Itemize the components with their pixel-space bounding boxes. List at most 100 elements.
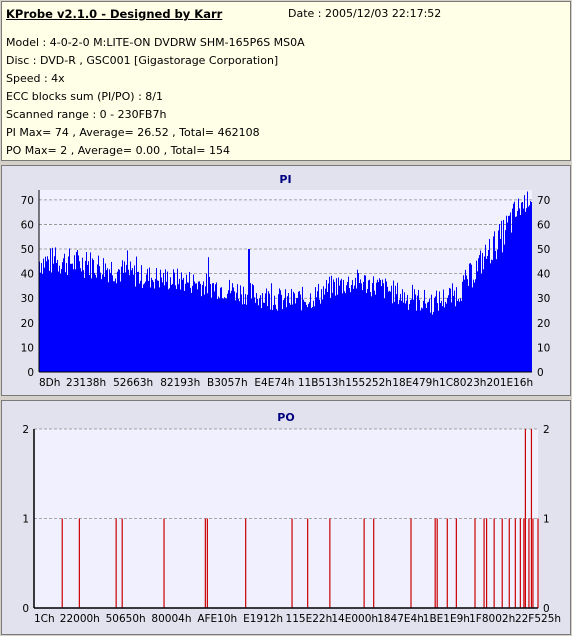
pi-bar — [239, 301, 240, 372]
pi-bar — [530, 201, 531, 372]
pi-bar — [154, 288, 155, 372]
pi-bar — [289, 303, 290, 372]
pi-bar — [420, 310, 421, 372]
pi-bar — [136, 256, 137, 372]
pi-bar — [57, 259, 58, 372]
pi-bar — [493, 236, 494, 372]
pi-bar — [46, 261, 47, 372]
pi-bar — [245, 294, 246, 372]
pi-bar — [449, 287, 450, 372]
pi-bar — [372, 282, 373, 372]
pi-bar — [476, 260, 477, 372]
pi-bar — [514, 201, 515, 372]
pi-bar — [393, 280, 394, 372]
pi-bar — [59, 265, 60, 372]
pi-bar — [220, 287, 221, 372]
pi-bar — [459, 301, 460, 372]
pi-bar — [325, 288, 326, 372]
pi-bar — [70, 263, 71, 372]
pi-bar — [193, 274, 194, 372]
pi-bar — [119, 269, 120, 372]
pi-bar — [297, 297, 298, 372]
pi-bar — [419, 299, 420, 372]
pi-bar — [334, 281, 335, 372]
pi-bar — [60, 273, 61, 372]
pi-bar — [321, 289, 322, 372]
pi-bar — [332, 292, 333, 372]
pi-bar — [87, 264, 88, 372]
y-tick-label-left: 40 — [21, 269, 34, 281]
pi-bar — [152, 279, 153, 372]
pi-bar — [51, 272, 52, 372]
pi-bar — [296, 298, 297, 372]
pi-bar — [315, 287, 316, 372]
pi-bar — [407, 294, 408, 372]
pi-bar — [410, 300, 411, 372]
pi-bar — [313, 300, 314, 372]
pi-bar — [358, 273, 359, 372]
pi-bar — [343, 279, 344, 372]
pi-bar — [377, 279, 378, 372]
pi-bar — [404, 292, 405, 372]
pi-bar — [115, 278, 116, 372]
pi-bar — [99, 266, 100, 372]
pi-bar — [173, 269, 174, 372]
pi-bar — [103, 258, 104, 372]
pi-bar — [181, 272, 182, 372]
ecc-line: ECC blocks sum (PI/PO) : 8/1 — [6, 90, 163, 103]
pi-bar — [402, 289, 403, 372]
y-tick-label-left: 10 — [21, 342, 34, 354]
pi-bar — [196, 283, 197, 372]
pi-bar — [468, 285, 469, 372]
pi-bar — [300, 294, 301, 372]
pi-bar — [126, 264, 127, 372]
pi-bar — [143, 284, 144, 372]
y-tick-label-left: 20 — [21, 318, 34, 330]
pi-bar — [346, 285, 347, 372]
pi-bar — [93, 260, 94, 372]
y-tick-label-right: 0 — [543, 603, 550, 615]
pi-bar — [118, 269, 119, 372]
pi-bar — [413, 299, 414, 372]
pi-bar — [478, 258, 479, 372]
pi-bar — [205, 286, 206, 372]
pi-bar — [469, 263, 470, 372]
pi-bar — [176, 288, 177, 372]
pi-bar — [295, 303, 296, 372]
po-chart: PO 0 0 1 1 2 2 1Ch 22000h 50650h 80004h AFE10h E1912… — [22, 411, 561, 625]
pi-bar — [222, 298, 223, 372]
pi-bar — [48, 259, 49, 372]
pi-bar — [415, 294, 416, 372]
pi-bar — [133, 274, 134, 372]
pi-bar — [464, 279, 465, 372]
pi-bar — [479, 255, 480, 372]
pi-bar — [86, 252, 87, 372]
pi-bar — [240, 285, 241, 372]
pi-bar — [501, 220, 502, 372]
pi-bar — [322, 299, 323, 372]
pi-bar — [56, 262, 57, 372]
pi-bar — [525, 211, 526, 372]
pi-bar — [400, 293, 401, 372]
pi-bar — [77, 250, 78, 372]
x-tick-label: 11B513h — [298, 377, 345, 389]
pi-bar — [61, 269, 62, 372]
pi-bar — [411, 299, 412, 372]
pi-bar — [112, 275, 113, 372]
x-tick-label: 1Ch — [34, 613, 55, 625]
pi-bar — [264, 302, 265, 372]
pi-bar — [509, 215, 510, 372]
pi-bar — [130, 261, 131, 372]
pi-bar — [294, 293, 295, 372]
pi-bar — [526, 208, 527, 372]
pi-bar — [380, 280, 381, 372]
pi-bar — [265, 293, 266, 372]
pi-bar — [104, 276, 105, 372]
pi-bar — [207, 293, 208, 372]
pi-bar — [259, 298, 260, 372]
pi-bar — [52, 247, 53, 372]
pi-bar — [72, 263, 73, 372]
pi-bar — [312, 306, 313, 372]
pi-bar — [483, 269, 484, 372]
pi-bar — [460, 298, 461, 372]
